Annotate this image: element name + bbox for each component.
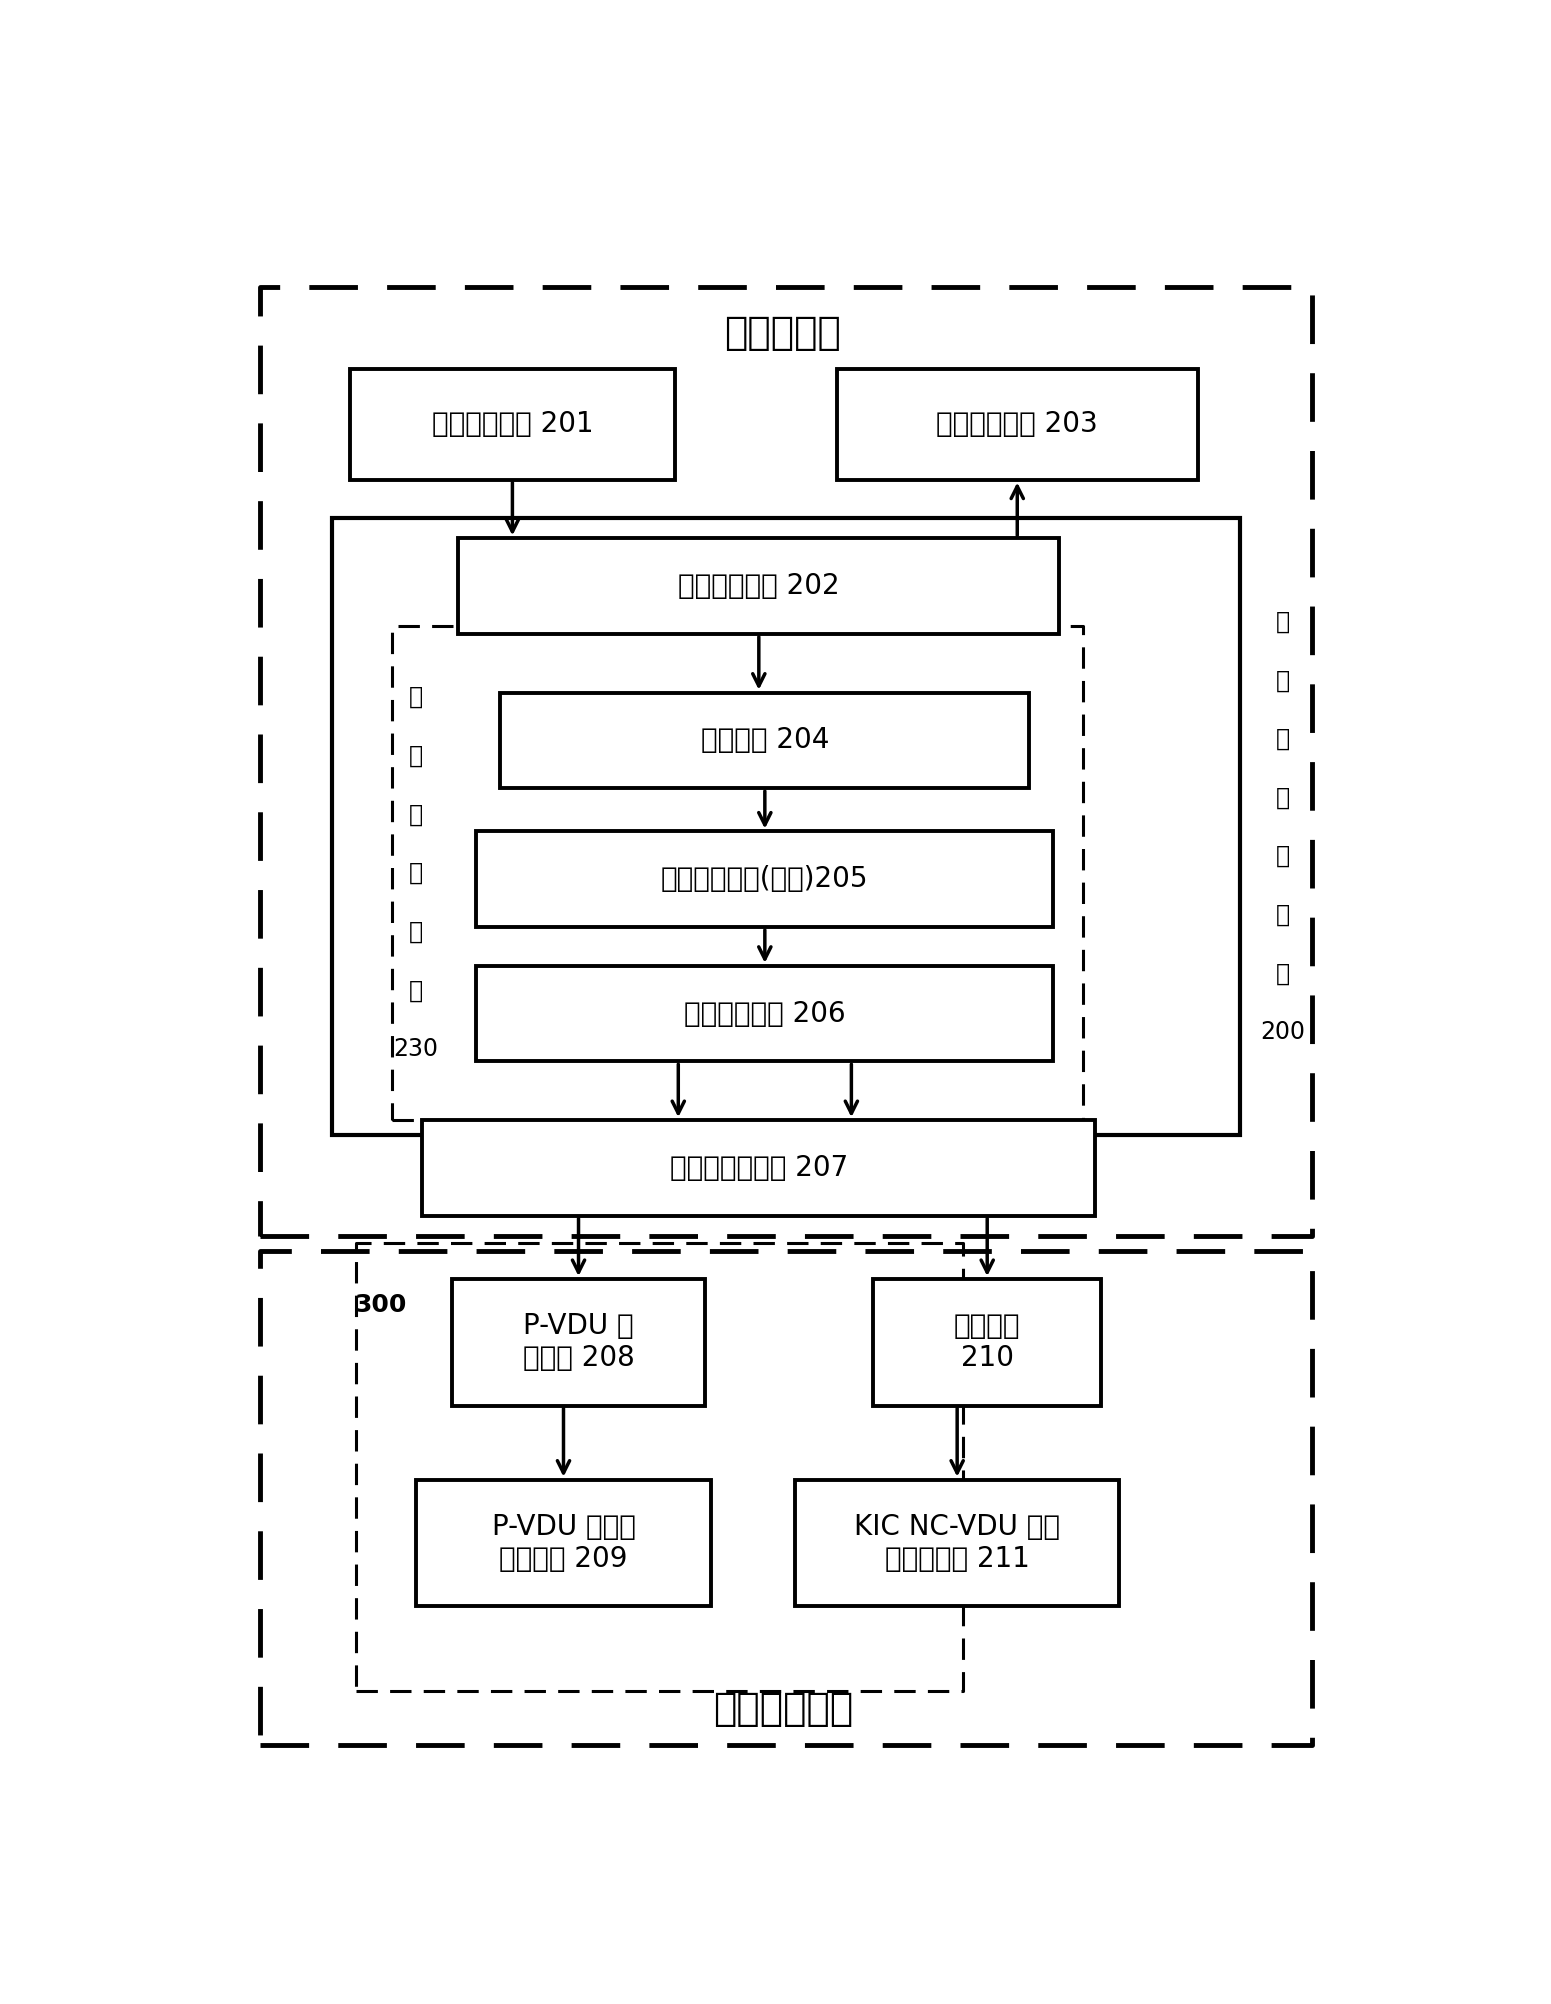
- Bar: [453, 1279, 704, 1405]
- Text: 柜: 柜: [1276, 962, 1290, 986]
- Text: 安全级系统总线 207: 安全级系统总线 207: [670, 1154, 848, 1182]
- Text: 非安全级部分: 非安全级部分: [713, 1691, 853, 1729]
- Text: 理: 理: [409, 862, 423, 886]
- Text: 输入模块 204: 输入模块 204: [701, 725, 830, 754]
- Text: P-VDU 处
理模块 208: P-VDU 处 理模块 208: [523, 1313, 634, 1373]
- Bar: [838, 369, 1197, 479]
- Text: 控: 控: [1276, 844, 1290, 868]
- Text: 安: 安: [1276, 609, 1290, 633]
- Text: 隔离分配模块 202: 隔离分配模块 202: [678, 571, 839, 599]
- Bar: [416, 1479, 710, 1605]
- Text: 300: 300: [354, 1293, 406, 1317]
- Text: 230: 230: [394, 1036, 439, 1060]
- Text: P-VDU 显示和
记录模块 209: P-VDU 显示和 记录模块 209: [492, 1513, 636, 1573]
- Bar: [476, 832, 1053, 928]
- Text: 中: 中: [409, 685, 423, 709]
- Text: KIC NC-VDU 显示
和记录设备 211: KIC NC-VDU 显示 和记录设备 211: [855, 1513, 1061, 1573]
- Bar: [422, 1120, 1095, 1216]
- Text: 级: 级: [1276, 727, 1290, 752]
- Bar: [501, 693, 1030, 788]
- Text: 模: 模: [409, 920, 423, 944]
- Text: 逻辑处理模块(软件)205: 逻辑处理模块(软件)205: [661, 866, 869, 894]
- Text: 网关单元
210: 网关单元 210: [954, 1313, 1021, 1373]
- Text: 全: 全: [1276, 667, 1290, 691]
- Text: 参数采集模块 201: 参数采集模块 201: [431, 411, 592, 439]
- Text: 后备盘指示表 203: 后备盘指示表 203: [937, 411, 1098, 439]
- Bar: [459, 539, 1059, 633]
- Text: 块: 块: [409, 978, 423, 1002]
- Text: 间: 间: [409, 743, 423, 768]
- Bar: [332, 519, 1239, 1136]
- Text: 安全级部分: 安全级部分: [724, 315, 841, 353]
- Text: 监: 监: [1276, 786, 1290, 810]
- Bar: [476, 966, 1053, 1062]
- Bar: [873, 1279, 1101, 1405]
- Bar: [796, 1479, 1120, 1605]
- Text: 处: 处: [409, 802, 423, 826]
- Text: 200: 200: [1261, 1020, 1306, 1044]
- Text: 网络输出模块 206: 网络输出模块 206: [684, 1000, 845, 1028]
- Text: 机: 机: [1276, 904, 1290, 926]
- Bar: [351, 369, 675, 479]
